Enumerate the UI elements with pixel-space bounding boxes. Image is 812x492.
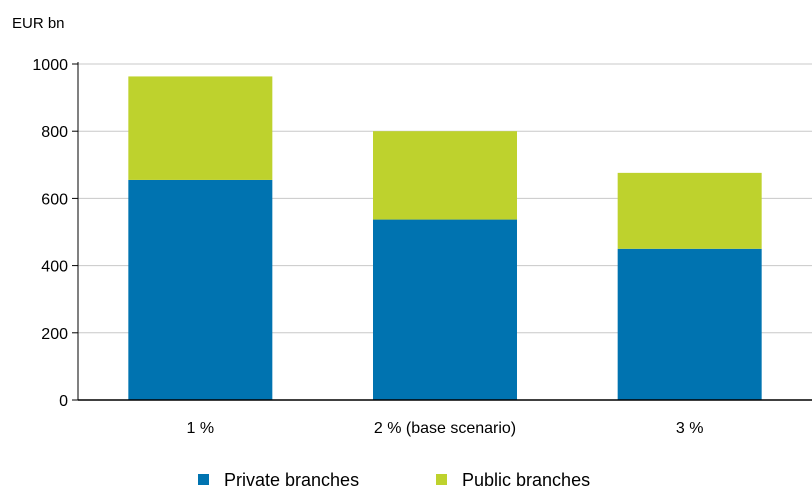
bar-private-2: [617, 248, 762, 400]
bar-public-1: [373, 131, 517, 220]
y-tick-label: 0: [59, 393, 68, 410]
bar-private-0: [128, 179, 273, 400]
y-tick-label: 600: [41, 191, 68, 208]
y-tick-label: 800: [41, 124, 68, 141]
x-tick-label: 2 % (base scenario): [374, 420, 516, 437]
legend: Private branches Public branches: [198, 470, 590, 490]
y-tick-label: 400: [41, 259, 68, 276]
y-axis-ticks: 0 200 400 600 800 1000: [32, 57, 78, 410]
x-tick-label: 3 %: [676, 420, 704, 437]
bars: [128, 76, 762, 400]
bar-public-0: [128, 76, 273, 180]
y-axis-unit-label: EUR bn: [12, 15, 65, 32]
y-tick-label: 200: [41, 326, 68, 343]
legend-swatch-public: [436, 474, 447, 485]
axes: [77, 62, 812, 401]
legend-swatch-private: [198, 474, 209, 485]
legend-label-private: Private branches: [224, 470, 359, 490]
x-tick-label: 1 %: [187, 420, 215, 437]
x-axis-ticks: 1 % 2 % (base scenario) 3 %: [187, 420, 704, 437]
legend-label-public: Public branches: [462, 470, 590, 490]
bar-private-1: [373, 219, 517, 400]
y-tick-label: 1000: [32, 57, 68, 74]
bar-public-2: [617, 172, 762, 249]
